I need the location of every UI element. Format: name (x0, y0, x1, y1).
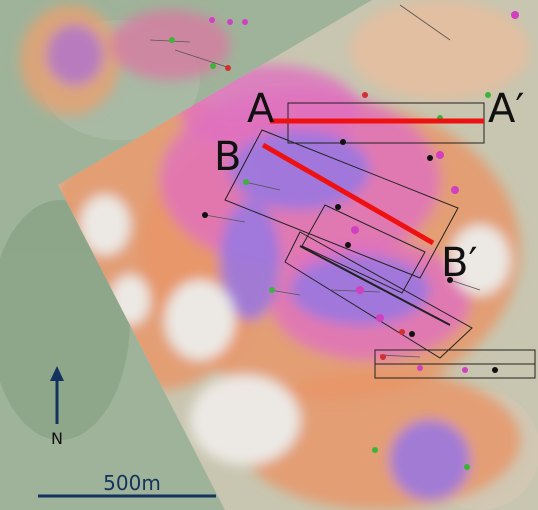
drill-holes (149, 4, 519, 470)
scale-label: 500m (103, 471, 161, 495)
section-label: A′ (488, 86, 524, 132)
north-arrow (50, 366, 64, 424)
north-label: N (51, 429, 63, 448)
section-label: B (214, 134, 241, 180)
section-label: A (247, 86, 275, 132)
section-boxes (224, 102, 536, 379)
section-lines (261, 118, 484, 246)
section-label: B′ (441, 240, 478, 286)
